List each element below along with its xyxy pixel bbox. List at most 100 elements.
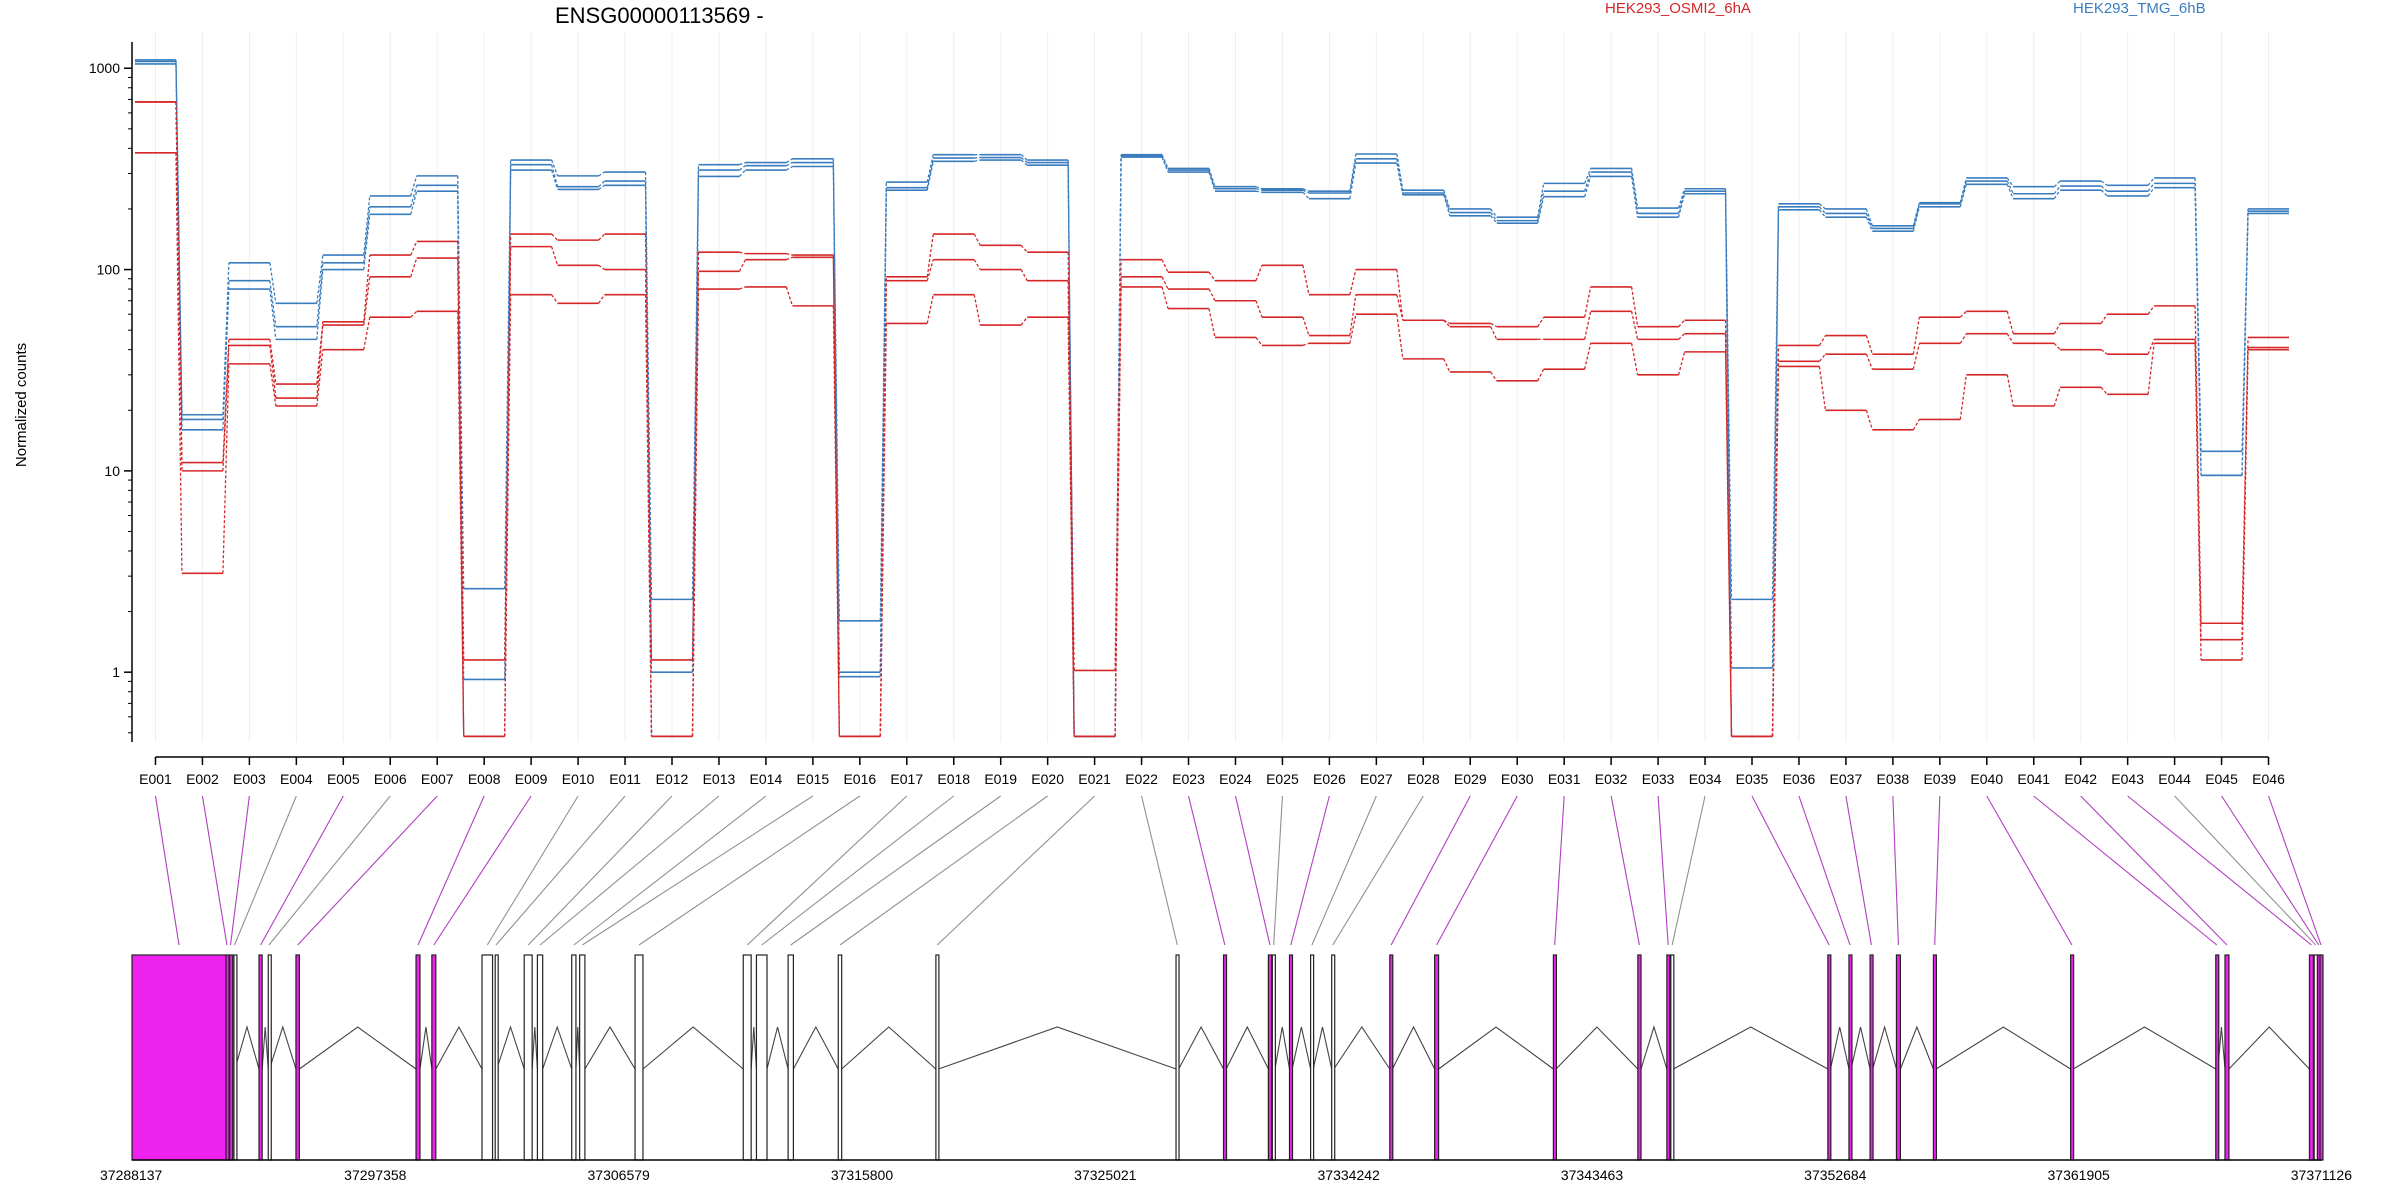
intron-line (1333, 1026, 1391, 1070)
x-tick-label: E040 (1970, 771, 2003, 787)
exon-box (494, 954, 499, 1161)
data-connector (1020, 244, 1028, 253)
data-connector (363, 317, 371, 350)
data-connector (1912, 206, 1920, 232)
data-connector (1630, 286, 1639, 327)
exon-connector (1845, 795, 1872, 946)
exon-box (2313, 954, 2318, 1161)
data-connector (1912, 419, 1920, 431)
data-connector (1584, 171, 1592, 192)
data-connector (2147, 305, 2155, 315)
intron-line (1673, 1026, 1829, 1070)
data-connector (1865, 353, 1873, 370)
data-connector (2100, 185, 2108, 192)
exon-box (2319, 954, 2324, 1161)
data-connector (410, 191, 418, 215)
intron-line (1872, 1024, 1897, 1070)
data-connector (363, 206, 371, 263)
exon-connector (1892, 795, 1899, 946)
data-connector (1724, 191, 1733, 668)
y-axis-label: Normalized counts (13, 343, 30, 467)
x-tick-label: E028 (1407, 771, 1440, 787)
exon-connector (1798, 795, 1851, 946)
x-tick-label: E011 (609, 771, 641, 787)
exon-box (2308, 954, 2314, 1161)
data-connector (1490, 371, 1498, 382)
data-connector (738, 169, 746, 177)
exon-box (481, 954, 494, 1161)
data-connector (1677, 191, 1686, 214)
data-connector (1537, 191, 1545, 221)
data-connector (550, 246, 559, 266)
x-tick-label: E027 (1360, 771, 1393, 787)
data-connector (410, 175, 418, 197)
data-connector (1771, 206, 1780, 668)
intron-line (841, 1026, 937, 1070)
series-lines (135, 59, 2289, 738)
data-connector (1349, 162, 1357, 199)
x-tick-label: E038 (1877, 771, 1910, 787)
intron-line (2072, 1026, 2217, 1070)
exon-box (431, 954, 437, 1161)
data-connector (1959, 177, 1967, 203)
data-connector (2100, 180, 2108, 186)
data-connector (457, 175, 465, 589)
data-connector (457, 191, 465, 680)
data-connector (691, 252, 700, 660)
x-tick-label: E041 (2017, 771, 2050, 787)
data-connector (175, 101, 183, 471)
intron-line (1935, 1026, 2071, 1070)
exon-box (755, 954, 768, 1161)
exon-box (258, 954, 263, 1161)
data-connector (1302, 342, 1310, 347)
exon-box (1869, 954, 1874, 1161)
x-tick-label: E026 (1313, 771, 1346, 787)
data-connector (739, 286, 746, 290)
exon-connector (154, 795, 180, 946)
exon-box (1288, 954, 1294, 1161)
exon-connector (839, 795, 1048, 946)
x-tick-label: E015 (797, 771, 830, 787)
intron-line (531, 1026, 538, 1070)
exon-connector (1311, 795, 1377, 946)
exon-box (523, 954, 533, 1161)
data-connector (1161, 259, 1169, 273)
data-connector (1349, 153, 1357, 192)
data-connector (2147, 343, 2155, 395)
data-connector (786, 165, 793, 171)
intron-line (1899, 1025, 1934, 1070)
y-tick-label: 100 (97, 262, 121, 278)
data-connector (739, 161, 746, 166)
exon-connector (268, 795, 391, 946)
x-tick-label: E037 (1830, 771, 1863, 787)
x-tick-label: E019 (984, 771, 1017, 787)
data-connector (269, 280, 277, 327)
data-connector (973, 294, 981, 326)
data-connector (504, 294, 512, 737)
data-connector (2147, 182, 2155, 192)
data-connector (2006, 177, 2014, 188)
data-connector (1255, 186, 1263, 190)
data-connector (1443, 194, 1451, 216)
data-connector (1020, 154, 1028, 161)
data-connector (363, 214, 371, 270)
x-tick-label: E022 (1125, 771, 1158, 787)
intron-line (269, 1025, 297, 1070)
exon-box (837, 954, 843, 1161)
intron-line (1829, 1026, 1850, 1070)
exon-connector (233, 795, 297, 946)
data-connector (551, 294, 559, 304)
y-tick-label: 1 (112, 664, 120, 680)
exon-box (1222, 954, 1228, 1161)
data-connector (1630, 343, 1639, 375)
x-tick-label: E021 (1078, 771, 1111, 787)
exon-box (2215, 954, 2220, 1161)
gene-coordinate-label: 37352684 (1804, 1167, 1867, 1183)
data-connector (2053, 387, 2061, 407)
data-connector (926, 234, 934, 277)
gene-coordinate-label: 37343463 (1561, 1167, 1624, 1183)
data-connector (1302, 191, 1310, 200)
data-connector (1818, 209, 1826, 218)
gridlines (154, 32, 2270, 742)
exon-connector (1187, 795, 1226, 946)
